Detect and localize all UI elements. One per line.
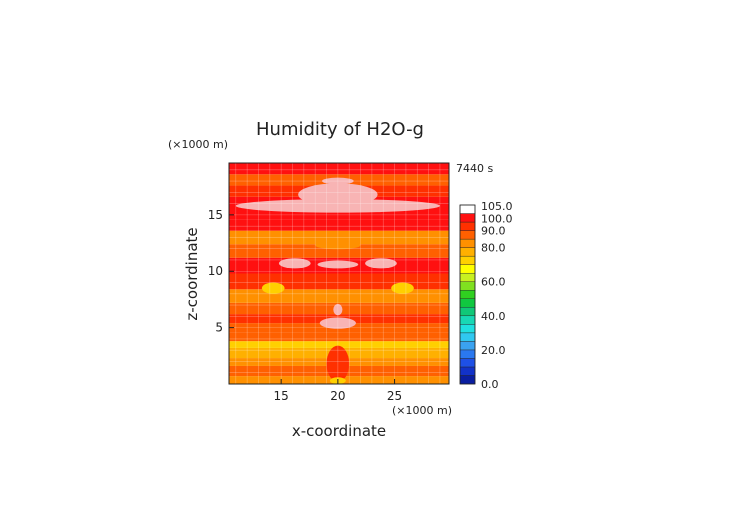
colorbar-swatch [459,332,476,342]
plot-area [229,163,449,384]
colorbar-swatch [459,281,476,291]
colorbar-swatch [459,341,476,351]
field-patch [391,282,414,294]
field-patch [261,282,285,294]
field-band [229,289,449,303]
colorbar-swatch [459,221,476,231]
field-band [229,230,449,245]
colorbar-label: 105.0 [481,200,513,213]
y-tick-label: 15 [208,208,223,222]
x-axis-label: x-coordinate [292,422,386,440]
field-patch [315,241,361,250]
plot-frame [228,162,450,385]
colorbar-label: 0.0 [481,378,499,391]
colorbar-swatch [459,315,476,325]
colorbar-swatch [459,307,476,317]
y-tick-label: 5 [215,321,223,335]
x-unit-label: (×1000 m) [392,404,452,417]
colorbar-swatch [459,238,476,248]
colorbar-swatch [459,255,476,265]
field-band [229,163,449,175]
colorbar-label: 40.0 [481,310,506,323]
field-band [229,332,449,342]
field-band [229,244,449,258]
field-patch [326,345,350,382]
colorbar-swatch [459,204,476,214]
field-patch [278,258,311,269]
colorbar-label: 60.0 [481,276,506,289]
colorbar-swatch [459,264,476,274]
colorbar-frame [459,204,476,385]
x-tick-label: 15 [274,389,289,403]
colorbar-label: 90.0 [481,225,506,238]
y-tick-label: 10 [208,264,223,278]
colorbar [459,204,476,385]
field-band [229,273,449,290]
field-patch [365,258,397,269]
colorbar-label: 100.0 [481,213,513,226]
field-patch [235,199,440,213]
field-patch [298,183,378,206]
colorbar-swatch [459,298,476,308]
field-patch [319,317,357,329]
y-axis-label: z-coordinate [183,227,201,320]
colorbar-swatch [459,366,476,376]
colorbar-swatch [459,247,476,257]
field-band [229,219,449,231]
colorbar-swatch [459,349,476,359]
x-tick-label: 20 [330,389,345,403]
colorbar-label: 80.0 [481,242,506,255]
colorbar-swatch [459,375,476,385]
field-patch [321,177,354,185]
colorbar-swatch [459,290,476,299]
colorbar-swatch [459,272,476,282]
grid [229,163,449,385]
field-patch [333,303,343,316]
time-label: 7440 s [456,162,493,175]
field-patch [317,260,359,269]
colorbar-label: 20.0 [481,344,506,357]
field-band [229,341,449,348]
y-axis: 5 10 15 [208,208,234,335]
y-unit-label: (×1000 m) [168,138,228,151]
chart-title: Humidity of H2O-g [256,119,424,140]
x-axis: 15 20 25 [274,379,402,403]
colorbar-swatch [459,230,476,240]
colorbar-swatch [459,324,476,334]
colorbar-swatch [459,358,476,368]
x-tick-label: 25 [387,389,402,403]
colorbar-swatch [459,213,476,223]
